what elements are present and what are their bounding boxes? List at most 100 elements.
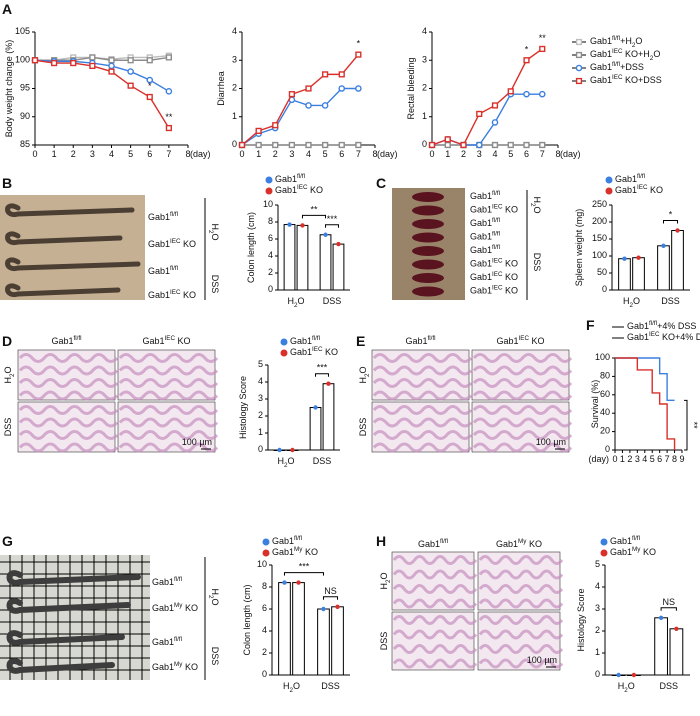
significance-bracket: [315, 373, 329, 377]
bar: [671, 230, 684, 291]
y-tick-label: 3: [595, 603, 600, 613]
tissue: [372, 417, 473, 428]
y-tick-label: 4: [258, 376, 263, 386]
point: [89, 54, 96, 61]
bar-color-dot: [290, 447, 295, 453]
x-tick-label: DSS: [659, 681, 678, 691]
legend-label: Gab1fl/fl: [290, 335, 320, 346]
point: [288, 141, 295, 149]
tissue: [392, 615, 478, 625]
bar-color-dot: [674, 626, 679, 631]
y-tick-label: 200: [592, 216, 607, 226]
x-tick-label: 2: [273, 149, 278, 159]
y-tick-label: 6: [268, 233, 273, 243]
legend-label: Gab1IEC KO: [290, 346, 338, 357]
sample-label: Gab1IEC KO: [148, 238, 196, 249]
x-tick-label: DSS: [313, 456, 332, 466]
legend-label: Gab1My KO: [610, 546, 656, 557]
point: [507, 88, 514, 95]
tissue: [118, 365, 219, 376]
y-tick-label: 0: [232, 139, 237, 149]
point: [444, 136, 451, 143]
tissue: [478, 598, 564, 609]
bar-color-dot: [277, 447, 282, 453]
spleen: [412, 205, 444, 216]
tissue: [118, 378, 219, 388]
point: [146, 57, 153, 64]
point: [355, 51, 362, 58]
tissue: [18, 442, 119, 453]
bar-color-dot: [631, 672, 637, 678]
bar: [322, 383, 335, 451]
y-tick-label: 0: [268, 284, 273, 294]
x-tick-label: 2: [71, 149, 76, 159]
series-line: [35, 56, 169, 61]
row-label: DSS: [358, 418, 368, 437]
bar-color-dot: [296, 580, 301, 585]
sample-label: Gab1fl/fl: [470, 231, 500, 242]
x-tick-label: 0: [612, 454, 617, 464]
x-tick-label: 8: [555, 149, 560, 159]
sample-label: Gab1IEC KO: [470, 204, 518, 215]
y-tick-label: 4: [422, 26, 427, 36]
scale-label: 100 µm: [536, 437, 566, 447]
tissue: [18, 405, 119, 415]
y-tick-label: 4: [268, 250, 273, 260]
legend-label: Gab1fl/fl+DSS: [590, 61, 644, 72]
point: [238, 141, 246, 149]
legend-label: Gab1IEC KO: [275, 184, 323, 195]
panel-letter: C: [376, 175, 386, 191]
point: [89, 62, 96, 70]
y-tick-label: 8: [268, 216, 273, 226]
x-tick-label: 1: [445, 149, 450, 159]
tissue: [118, 405, 219, 415]
x-tick-label: 1: [52, 149, 57, 159]
group-label: H2O: [207, 588, 220, 605]
group-label: H2O: [207, 223, 220, 240]
group-label: DSS: [210, 647, 220, 666]
row-label: H2O: [379, 572, 392, 589]
tissue: [18, 430, 119, 440]
point: [338, 71, 345, 78]
y-tick-label: 50: [597, 267, 607, 277]
point: [322, 141, 329, 149]
point: [165, 88, 173, 95]
x-tick-label: H2O: [283, 681, 300, 694]
bar-color-dot: [636, 255, 641, 260]
tissue: [18, 353, 119, 363]
panel-letter: E: [356, 333, 365, 349]
point: [108, 62, 115, 70]
group-label: DSS: [210, 275, 220, 294]
colon: [5, 257, 141, 272]
point: [491, 102, 499, 109]
y-axis-label: Diarrhea: [216, 71, 226, 106]
row-label: DSS: [3, 418, 13, 437]
significance-bracket: [322, 596, 339, 600]
bar-color-dot: [616, 672, 621, 678]
y-tick-label: 2: [262, 647, 267, 657]
survival-curve: [615, 357, 676, 450]
x-tick-label: 2: [461, 149, 466, 159]
legend-marker: [605, 176, 613, 184]
bar: [283, 224, 296, 291]
y-tick-label: 60: [600, 389, 610, 399]
significance-bracket: [662, 220, 679, 224]
x-tick-label: 3: [477, 149, 482, 159]
point: [507, 141, 514, 149]
point: [476, 110, 483, 118]
legend-label: Gab1fl/fl: [275, 173, 305, 184]
x-tick-label: H2O: [277, 456, 294, 469]
point: [127, 57, 134, 64]
x-tick-label: 3: [289, 149, 294, 159]
tissue: [372, 390, 473, 401]
survival-curve: [615, 357, 675, 402]
point: [165, 54, 172, 61]
spleen: [412, 232, 444, 243]
tissue: [478, 658, 564, 669]
tissue: [472, 353, 573, 363]
tissue: [472, 442, 573, 453]
spleen: [412, 259, 444, 270]
legend-label: Gab1IEC KO+4% DSS: [627, 331, 700, 342]
scale-label: 100 µm: [527, 655, 557, 665]
y-tick-label: 2: [422, 83, 427, 93]
